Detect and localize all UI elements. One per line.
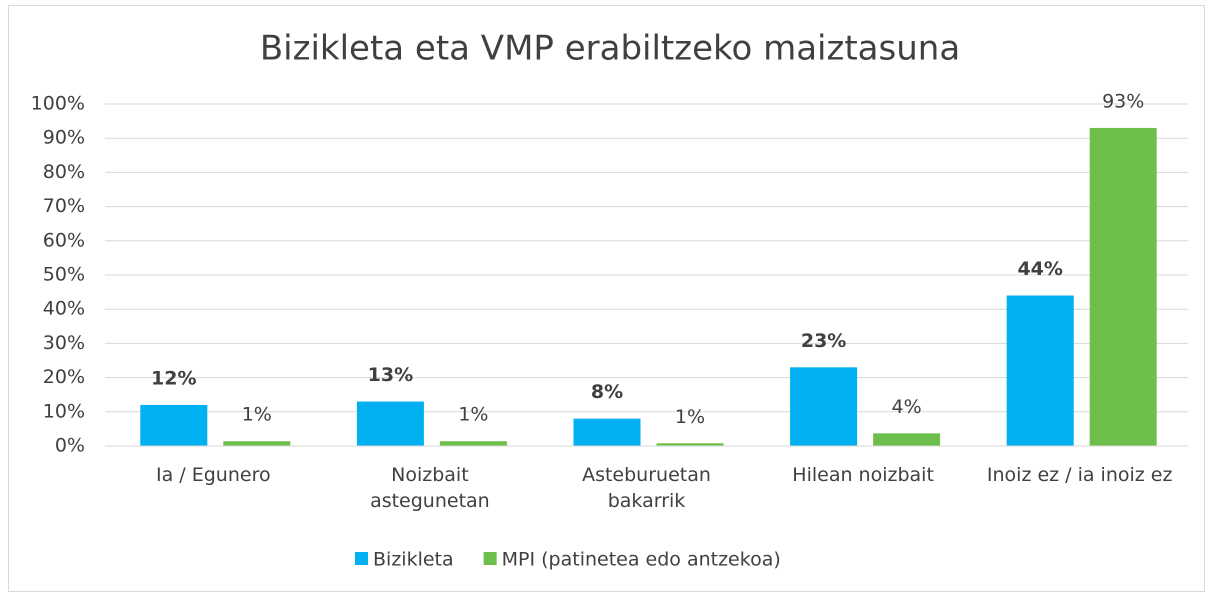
y-tick-label: 0% <box>55 435 85 457</box>
bar <box>140 404 208 446</box>
data-label: 1% <box>675 406 705 428</box>
chart-frame <box>8 5 1205 592</box>
bar <box>790 367 858 446</box>
y-tick-label: 10% <box>43 400 85 422</box>
x-tick-label: Noizbait astegunetan <box>370 464 490 512</box>
legend-swatch <box>483 552 497 565</box>
x-tick-label: Ia / Egunero <box>156 464 271 486</box>
bar <box>223 441 291 446</box>
legend-swatch <box>355 552 368 565</box>
y-tick-label: 30% <box>43 332 85 354</box>
bar <box>1089 127 1157 446</box>
legend-label: Bizikleta <box>373 549 454 571</box>
y-tick-label: 80% <box>43 161 85 183</box>
bar <box>573 418 641 446</box>
data-label: 8% <box>591 381 623 403</box>
data-label: 93% <box>1102 90 1144 112</box>
bar <box>1006 295 1074 446</box>
y-tick-label: 20% <box>43 366 85 388</box>
y-tick-label: 60% <box>43 229 85 251</box>
y-tick-label: 70% <box>43 195 85 217</box>
bar <box>439 441 507 446</box>
x-tick-label: Inoiz ez / ia inoiz ez <box>986 464 1173 486</box>
chart-title: Bizikleta eta VMP erabiltzeko maiztasuna <box>260 29 960 69</box>
y-tick-label: 40% <box>43 298 85 320</box>
bar <box>356 401 424 446</box>
bar <box>656 443 724 446</box>
x-tick-label: Asteburuetan bakarrik <box>582 464 711 512</box>
y-tick-label: 100% <box>31 93 85 115</box>
data-label: 1% <box>242 404 272 426</box>
data-label: 1% <box>458 404 488 426</box>
y-tick-label: 90% <box>43 127 85 149</box>
data-label: 44% <box>1017 258 1062 280</box>
data-label: 12% <box>151 367 196 389</box>
data-label: 4% <box>892 396 922 418</box>
data-label: 13% <box>368 364 413 386</box>
y-tick-label: 50% <box>43 264 85 286</box>
legend-label: MPI (patinetea edo antzekoa) <box>502 549 781 571</box>
bar <box>873 433 941 446</box>
data-label: 23% <box>801 330 846 352</box>
x-tick-label: Hilean noizbait <box>792 464 934 486</box>
